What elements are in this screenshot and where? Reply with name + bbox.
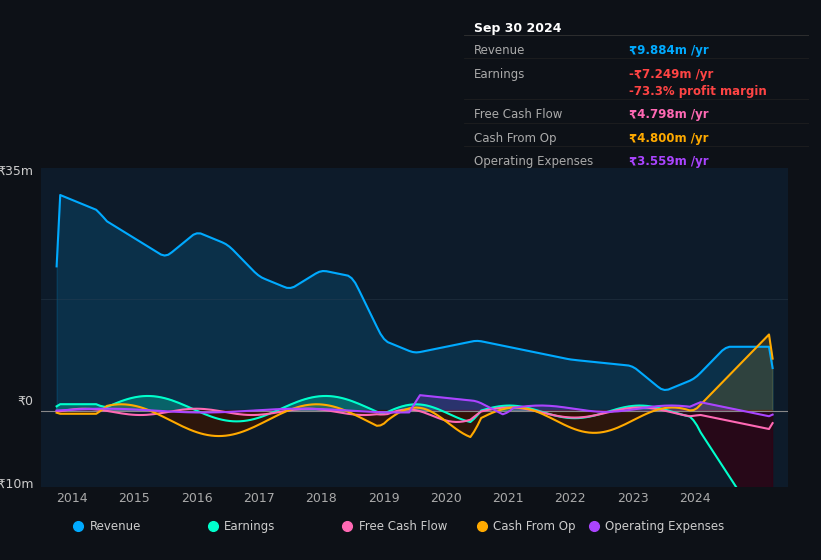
Text: Earnings: Earnings bbox=[475, 68, 525, 81]
Text: Operating Expenses: Operating Expenses bbox=[605, 520, 724, 533]
Text: Revenue: Revenue bbox=[89, 520, 141, 533]
Text: Free Cash Flow: Free Cash Flow bbox=[475, 109, 562, 122]
Text: ₹35m: ₹35m bbox=[0, 165, 34, 178]
Text: Cash From Op: Cash From Op bbox=[493, 520, 576, 533]
Text: -73.3% profit margin: -73.3% profit margin bbox=[630, 85, 767, 98]
Text: ₹9.884m /yr: ₹9.884m /yr bbox=[630, 44, 709, 57]
Text: -₹7.249m /yr: -₹7.249m /yr bbox=[630, 68, 713, 81]
Text: -₹10m: -₹10m bbox=[0, 478, 34, 491]
Text: Cash From Op: Cash From Op bbox=[475, 132, 557, 145]
Text: ₹3.559m /yr: ₹3.559m /yr bbox=[630, 156, 709, 169]
Text: ₹0: ₹0 bbox=[17, 394, 34, 408]
Text: Free Cash Flow: Free Cash Flow bbox=[359, 520, 447, 533]
Text: ₹4.800m /yr: ₹4.800m /yr bbox=[630, 132, 709, 145]
Text: ₹4.798m /yr: ₹4.798m /yr bbox=[630, 109, 709, 122]
Text: Operating Expenses: Operating Expenses bbox=[475, 156, 594, 169]
Text: Earnings: Earnings bbox=[224, 520, 276, 533]
Text: Revenue: Revenue bbox=[475, 44, 525, 57]
Text: Sep 30 2024: Sep 30 2024 bbox=[475, 22, 562, 35]
